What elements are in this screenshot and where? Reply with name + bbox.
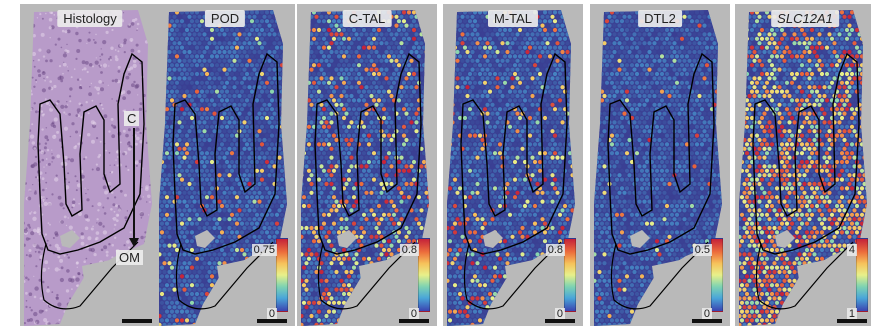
tissue-gap xyxy=(82,260,116,282)
panel-title: M-TAL xyxy=(487,10,539,27)
colorbar xyxy=(856,238,868,312)
panel-title: C-TAL xyxy=(342,10,392,27)
cortex-label: C xyxy=(124,111,140,126)
arrow-down-icon xyxy=(129,238,139,247)
tissue-gap xyxy=(630,230,650,248)
tissue-image-dtl2 xyxy=(594,10,722,326)
colorbar-max-label: 4 xyxy=(846,244,857,256)
panel-c-tal: C-TAL 0.8 0 xyxy=(297,4,437,326)
panel-title: SLC12A1 xyxy=(771,10,839,27)
tissue-gap xyxy=(195,230,215,248)
panel-histology: Histology C OM xyxy=(20,4,160,326)
lower-outline xyxy=(610,241,709,310)
outer-medulla-label: OM xyxy=(116,250,143,265)
structure-outline xyxy=(37,52,145,255)
colorbar-max-label: 0.75 xyxy=(251,244,277,256)
colorbar-min-label: 0 xyxy=(554,308,565,320)
lower-outline xyxy=(755,241,854,310)
panel-dtl2: DTL2 0.5 0 xyxy=(590,4,730,326)
tissue-gap xyxy=(797,260,831,282)
panel-slc12a1: SLC12A1 4 1 xyxy=(735,4,871,326)
colorbar-max-label: 0.8 xyxy=(545,244,565,256)
structure-outline xyxy=(607,52,715,255)
structure-outline xyxy=(752,52,860,255)
tissue-gap xyxy=(652,260,686,282)
scale-bar xyxy=(399,319,429,323)
lower-outline xyxy=(175,241,274,310)
structure-outline xyxy=(314,52,422,255)
tissue-gap xyxy=(359,260,393,282)
tissue-gap xyxy=(337,230,357,248)
colorbar-min-label: 0 xyxy=(408,308,419,320)
tissue-gap xyxy=(505,260,539,282)
colorbar xyxy=(564,238,576,312)
tissue-gap xyxy=(60,230,80,248)
colorbar-max-label: 0.8 xyxy=(399,244,419,256)
tissue-image-c-tal xyxy=(301,10,429,326)
panel-title: POD xyxy=(204,10,246,27)
scale-bar xyxy=(692,319,722,323)
tissue-gap xyxy=(775,230,795,248)
colorbar xyxy=(711,238,723,312)
colorbar-min-label: 0 xyxy=(701,308,712,320)
scale-bar xyxy=(122,319,152,323)
colorbar-min-label: 0 xyxy=(266,308,277,320)
scale-bar xyxy=(837,319,867,323)
colorbar xyxy=(418,238,430,312)
tissue-image-pod xyxy=(159,10,287,326)
structure-outline xyxy=(172,52,280,255)
panel-pod: POD 0.75 0 xyxy=(155,4,295,326)
colorbar-min-label: 1 xyxy=(846,308,857,320)
lower-outline xyxy=(463,241,562,310)
panel-title: DTL2 xyxy=(638,10,682,27)
colorbar xyxy=(276,238,288,312)
tissue-image-slc12a1 xyxy=(739,10,867,326)
lower-outline xyxy=(317,241,416,310)
tissue-gap xyxy=(217,260,251,282)
panel-title: Histology xyxy=(57,10,123,27)
structure-outline xyxy=(460,52,568,255)
lower-outline xyxy=(40,241,139,310)
tissue-image-histology xyxy=(24,10,152,326)
tissue-image-m-tal xyxy=(447,10,575,326)
panel-m-tal: M-TAL 0.8 0 xyxy=(443,4,583,326)
colorbar-max-label: 0.5 xyxy=(692,244,712,256)
scale-bar xyxy=(257,319,287,323)
scale-bar xyxy=(545,319,575,323)
tissue-gap xyxy=(483,230,503,248)
direction-arrow-line xyxy=(133,128,135,240)
